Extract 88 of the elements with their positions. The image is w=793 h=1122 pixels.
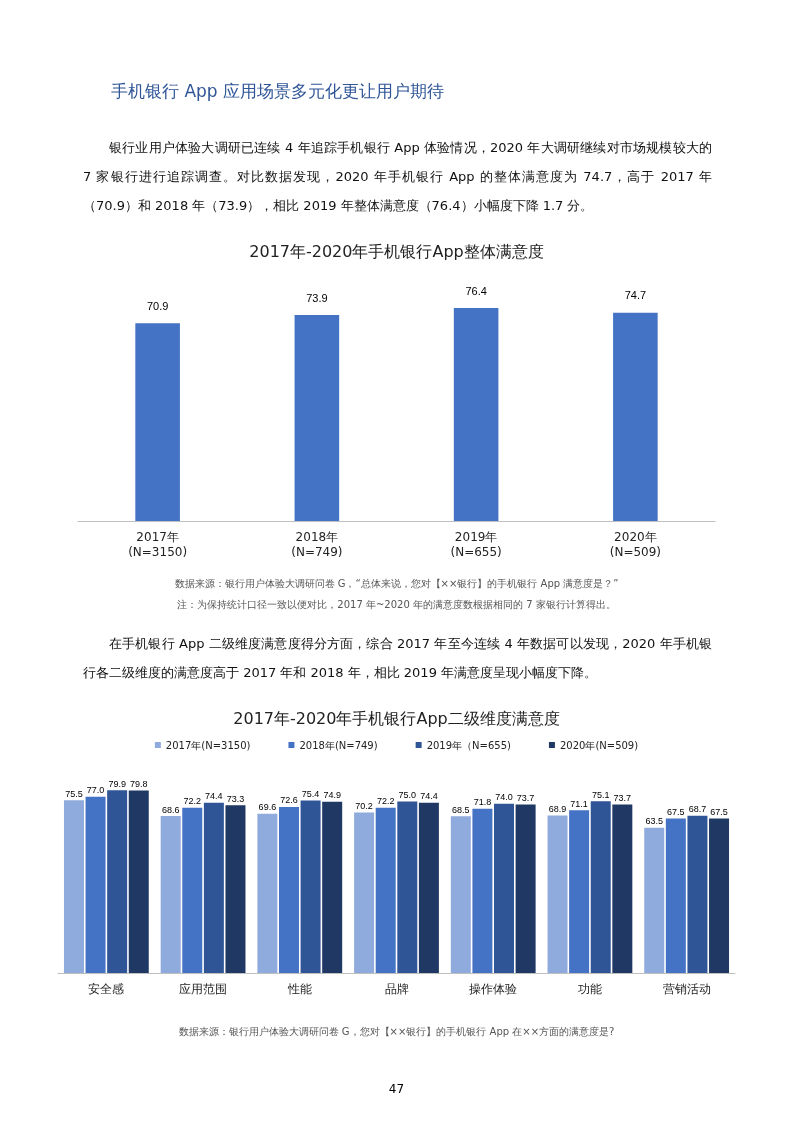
bar [135,323,180,521]
bar [450,816,471,973]
text: 47 [387,1082,406,1096]
data-label: 74.7 [624,289,647,302]
bar [160,816,181,973]
data-label: 72.6 [280,795,298,806]
legend-label: 2020年(N=509) [559,739,639,751]
data-label: 77.0 [86,785,105,796]
text: 在手机银行 App 二级维度满意度得分方面，综合 2017 年至今连续 4 年数据可以发现，2020 年手机银行各二级维度的满意度高于 2017 年和 2018 年，相比 2019 年满意度呈现小幅度下降。 [83,635,712,682]
x-tick-label: 操作体验 [469,981,518,996]
bar [453,308,499,521]
bar [300,800,321,973]
data-label: 73.7 [613,792,632,803]
data-label: 67.5 [667,807,685,818]
data-label: 68.6 [161,804,180,815]
chart-title: 2017年-2020年手机银行App整体满意度 [249,241,544,261]
data-label: 73.3 [226,793,245,804]
bar [85,796,106,973]
data-label: 79.8 [129,778,148,789]
bar [644,827,665,973]
source-note: 数据来源：银行用户体验大调研问卷 G，您对【××银行】的手机银行 App 在××方面的满意度是? [177,1025,616,1039]
data-label: 75.5 [65,788,83,799]
bar [63,800,84,973]
bar [494,803,515,973]
text: 注：为保持统计口径一致以便对比，2017 年~2020 年的满意度数根据相同的 7 家银行计算得出。 [176,598,617,612]
data-label: 75.0 [398,789,417,800]
x-tick-label: 品牌 [384,981,409,996]
x-tick-label: 营销活动 [662,981,711,996]
data-label: 75.4 [301,789,320,800]
bar [322,801,343,973]
data-label: 72.2 [376,796,395,807]
x-tick-label: 安全感 [88,981,125,996]
legend-label: 2018年(N=749) [299,739,378,751]
x-tick-label: 性能 [286,981,312,996]
data-label: 74.4 [420,791,438,802]
data-label: 74.0 [495,792,513,803]
data-label: 79.9 [108,778,126,789]
bar [257,813,278,973]
bar [354,812,375,973]
data-label: 73.9 [306,291,328,304]
data-label: 70.2 [355,800,373,811]
x-tick-label: 2018年 (N=749) [291,529,343,559]
text: 银行业用户体验大调研已连续 4 年追踪手机银行 App 体验情况，2020 年大调研继续对市场规模较大的 7 家银行进行追踪调查。对比数据发现，2020 年手机银行 App 的整体满意度为 74.7，高于 2017 年（70.9）和 2018 年（73.9），相比 2019 年整体满意度（76.4）小幅度下降 1.7 分。 [83,139,712,215]
bar [613,312,658,521]
bar [515,804,536,973]
chart-title: 2017年-2020年手机银行App二级维度满意度 [233,708,560,728]
data-label: 68.7 [688,804,707,815]
source-note: 数据来源：银行用户体验大调研问卷 G，“总体来说，您对【××银行】的手机银行 App 满意度是？” [173,577,620,591]
bar [375,807,396,973]
bar [418,802,439,973]
data-label: 68.5 [452,804,470,815]
bar [203,802,224,973]
bar [687,815,708,973]
legend-label: 2017年(N=3150) [165,739,251,751]
x-tick-label: 2019年 (N=655) [450,529,502,559]
bar [107,790,128,973]
text: 手机银行 App 应用场景多元化更让用户期待 [111,80,446,103]
data-label: 74.9 [323,790,341,801]
bar [590,801,611,973]
bar [397,801,418,973]
bar [612,804,633,973]
data-label: 69.6 [258,802,277,813]
data-label: 73.7 [516,792,535,803]
data-label: 76.4 [465,284,487,297]
data-label: 63.5 [645,816,664,827]
data-label: 68.9 [548,803,567,814]
data-label: 72.2 [183,796,202,807]
bar [225,805,246,973]
x-tick-label: 2020年 (N=509) [609,529,662,559]
data-label: 74.4 [205,791,223,802]
data-label: 67.5 [710,807,728,818]
bar [128,790,149,973]
x-tick-label: 应用范围 [179,981,228,996]
bar [182,807,203,973]
bar [709,818,730,973]
data-label: 70.9 [146,299,169,312]
data-label: 71.8 [473,797,492,808]
data-label: 71.1 [570,798,588,809]
legend-label: 2019年（N=655) [426,739,512,751]
bar [472,808,493,973]
bar [547,815,568,973]
bar [278,806,299,973]
bar [665,818,686,973]
data-label: 75.1 [591,789,610,800]
bar [294,315,340,521]
x-tick-label: 2017年 (N=3150) [128,529,188,559]
bar [569,810,590,973]
x-tick-label: 功能 [577,981,602,996]
